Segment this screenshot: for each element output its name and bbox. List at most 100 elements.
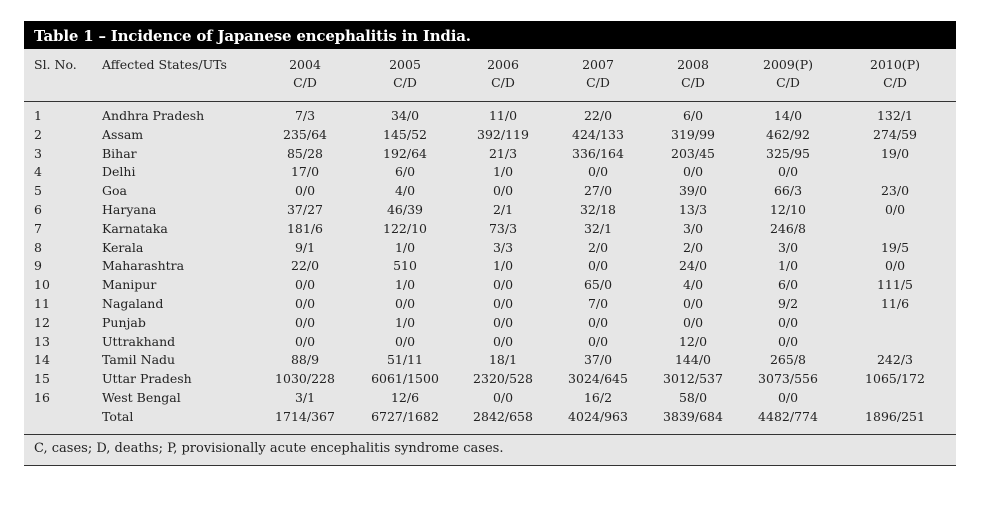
case-death-cell: 14/0 xyxy=(773,108,803,123)
case-death-cell: 58/0 xyxy=(678,389,708,405)
state-name-cell: Maharashtra xyxy=(102,258,185,274)
case-death-cell: 1065/172 xyxy=(865,371,925,387)
case-death-cell: 4024/963 xyxy=(568,408,628,424)
case-death-cell: 1/0 xyxy=(394,239,416,255)
sl-no-cell: 14 xyxy=(34,352,50,368)
header-row-units: C/D C/D C/D C/D C/D C/D C/D xyxy=(24,75,956,102)
case-death-cell: 0/0 xyxy=(394,333,416,349)
state-name-cell: Punjab xyxy=(102,314,146,330)
table-row: 5 Goa 0/0 4/0 0/0 27/0 39/0 66/3 23/0 xyxy=(24,182,956,201)
case-death-cell: 242/3 xyxy=(876,352,914,368)
state-name-cell: Tamil Nadu xyxy=(102,352,176,368)
case-death-cell: 319/99 xyxy=(671,126,715,142)
case-death-cell: 132/1 xyxy=(876,108,914,123)
case-death-cell: 246/8 xyxy=(769,220,807,236)
header-unit: C/D xyxy=(644,75,742,102)
case-death-cell: 265/8 xyxy=(769,352,807,368)
case-death-cell: 144/0 xyxy=(674,352,712,368)
case-death-cell: 1/0 xyxy=(492,164,514,180)
case-death-cell: 85/28 xyxy=(286,145,324,161)
case-death-cell: 274/59 xyxy=(873,126,917,142)
incidence-table: Sl. No. Affected States/UTs 2004 2005 20… xyxy=(24,49,956,434)
table-row: 6 Haryana 37/27 46/39 2/1 32/18 13/3 12/10 0/0 xyxy=(24,201,956,220)
case-death-cell: 24/0 xyxy=(678,258,708,274)
case-death-cell: 21/3 xyxy=(488,145,518,161)
case-death-cell xyxy=(834,314,956,333)
sl-no-cell: 7 xyxy=(34,220,42,236)
state-name-cell: Kerala xyxy=(102,239,144,255)
case-death-cell: 19/0 xyxy=(880,145,910,161)
case-death-cell: 37/0 xyxy=(583,352,613,368)
sl-no-cell: 8 xyxy=(34,239,42,255)
case-death-cell: 0/0 xyxy=(492,389,514,405)
case-death-cell: 34/0 xyxy=(390,108,420,123)
case-death-cell: 0/0 xyxy=(587,314,609,330)
table-row: 7 Karnataka 181/6 122/10 73/3 32/1 3/0 246/8 xyxy=(24,220,956,239)
case-death-cell: 27/0 xyxy=(583,183,613,199)
case-death-cell: 3012/537 xyxy=(663,371,723,387)
case-death-cell: 6727/1682 xyxy=(371,408,439,424)
case-death-cell: 192/64 xyxy=(383,145,427,161)
case-death-cell: 6/0 xyxy=(777,277,799,293)
case-death-cell: 39/0 xyxy=(678,183,708,199)
case-death-cell: 12/6 xyxy=(390,389,420,405)
case-death-cell: 66/3 xyxy=(773,183,803,199)
case-death-cell: 1896/251 xyxy=(865,408,925,424)
case-death-cell: 7/0 xyxy=(587,295,609,311)
header-unit: C/D xyxy=(834,75,956,102)
case-death-cell: 4/0 xyxy=(394,183,416,199)
table-row: 4 Delhi 17/0 6/0 1/0 0/0 0/0 0/0 xyxy=(24,163,956,182)
case-death-cell: 325/95 xyxy=(766,145,810,161)
header-year: 2008 xyxy=(677,57,709,72)
table-row: 10 Manipur 0/0 1/0 0/0 65/0 4/0 6/0 111/5 xyxy=(24,276,956,295)
case-death-cell: 510 xyxy=(393,258,417,274)
case-death-cell: 11/6 xyxy=(880,295,910,311)
header-unit: C/D xyxy=(254,75,356,102)
table-title: Table 1 – Incidence of Japanese encephal… xyxy=(24,21,956,49)
state-name-cell: Assam xyxy=(102,126,144,142)
state-name-cell: Andhra Pradesh xyxy=(102,108,205,123)
table-row: 13 Uttrakhand 0/0 0/0 0/0 0/0 12/0 0/0 xyxy=(24,333,956,352)
case-death-cell: 0/0 xyxy=(777,333,799,349)
case-death-cell: 46/39 xyxy=(386,201,424,217)
sl-no-cell: 15 xyxy=(34,371,50,387)
case-death-cell: 2/0 xyxy=(682,239,704,255)
table-row: 1 Andhra Pradesh 7/3 34/0 11/0 22/0 6/0 14/0 132… xyxy=(24,102,956,126)
state-name-cell: Nagaland xyxy=(102,295,164,311)
case-death-cell: 3/3 xyxy=(492,239,514,255)
case-death-cell: 3/0 xyxy=(682,220,704,236)
sl-no-cell: 10 xyxy=(34,277,50,293)
case-death-cell xyxy=(834,163,956,182)
case-death-cell: 0/0 xyxy=(777,389,799,405)
case-death-cell: 0/0 xyxy=(492,295,514,311)
case-death-cell: 17/0 xyxy=(290,164,320,180)
case-death-cell: 3073/556 xyxy=(758,371,818,387)
case-death-cell: 4/0 xyxy=(682,277,704,293)
case-death-cell: 22/0 xyxy=(583,108,613,123)
case-death-cell: 0/0 xyxy=(682,295,704,311)
sl-no-cell: 5 xyxy=(34,183,42,199)
case-death-cell: 0/0 xyxy=(884,258,906,274)
sl-no-cell: 16 xyxy=(34,389,50,405)
case-death-cell: 424/133 xyxy=(572,126,624,142)
state-name-cell: Total xyxy=(102,408,134,424)
state-name-cell: Delhi xyxy=(102,164,136,180)
case-death-cell: 9/2 xyxy=(777,295,799,311)
state-name-cell: Manipur xyxy=(102,277,157,293)
table-row: 9 Maharashtra 22/0 510 1/0 0/0 24/0 1/0 0/0 xyxy=(24,257,956,276)
state-name-cell: Uttar Pradesh xyxy=(102,371,192,387)
sl-no-cell: 3 xyxy=(34,145,42,161)
case-death-cell: 3024/645 xyxy=(568,371,628,387)
case-death-cell: 0/0 xyxy=(587,164,609,180)
case-death-cell: 0/0 xyxy=(294,295,316,311)
header-row-years: Sl. No. Affected States/UTs 2004 2005 20… xyxy=(24,49,956,75)
sl-no-cell: 12 xyxy=(34,314,50,330)
case-death-cell: 203/45 xyxy=(671,145,715,161)
table-row: 8 Kerala 9/1 1/0 3/3 2/0 2/0 3/0 19/5 xyxy=(24,239,956,258)
case-death-cell: 32/1 xyxy=(583,220,613,236)
case-death-cell: 1/0 xyxy=(777,258,799,274)
case-death-cell: 0/0 xyxy=(492,314,514,330)
case-death-cell: 51/11 xyxy=(386,352,424,368)
case-death-cell: 3839/684 xyxy=(663,408,723,424)
sl-no-cell xyxy=(24,408,102,434)
